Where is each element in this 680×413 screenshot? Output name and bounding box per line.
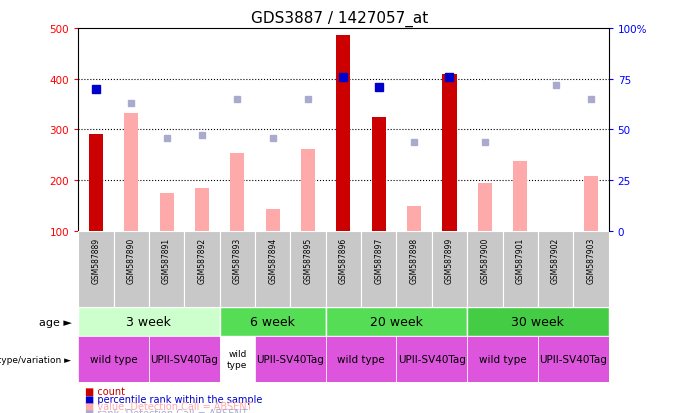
- Bar: [443, 74, 456, 231]
- Bar: [326, 337, 396, 382]
- Bar: [584, 177, 598, 231]
- Bar: [184, 231, 220, 308]
- Text: GSM587891: GSM587891: [162, 237, 171, 283]
- Text: GSM587899: GSM587899: [445, 237, 454, 284]
- Text: GSM587902: GSM587902: [551, 237, 560, 284]
- Bar: [149, 231, 184, 308]
- Bar: [538, 337, 609, 382]
- Bar: [478, 183, 492, 231]
- Text: age ►: age ►: [39, 317, 71, 327]
- Bar: [195, 188, 209, 231]
- Text: UPII-SV40Tag: UPII-SV40Tag: [398, 354, 466, 364]
- Bar: [396, 231, 432, 308]
- Bar: [503, 231, 538, 308]
- Bar: [220, 308, 326, 337]
- Text: ■ percentile rank within the sample: ■ percentile rank within the sample: [85, 394, 262, 404]
- Text: GSM587893: GSM587893: [233, 237, 242, 284]
- Bar: [573, 231, 609, 308]
- Text: 3 week: 3 week: [126, 316, 171, 329]
- Bar: [467, 337, 538, 382]
- Text: GSM587901: GSM587901: [515, 237, 525, 284]
- Bar: [467, 308, 609, 337]
- Text: wild type: wild type: [479, 354, 526, 364]
- Bar: [513, 162, 527, 231]
- Bar: [149, 337, 220, 382]
- Bar: [266, 209, 279, 231]
- Bar: [326, 308, 467, 337]
- Bar: [78, 308, 220, 337]
- Text: GDS3887 / 1427057_at: GDS3887 / 1427057_at: [252, 10, 428, 26]
- Text: GSM587890: GSM587890: [126, 237, 136, 284]
- Bar: [361, 231, 396, 308]
- Bar: [255, 337, 326, 382]
- Text: UPII-SV40Tag: UPII-SV40Tag: [256, 354, 324, 364]
- Text: 30 week: 30 week: [511, 316, 564, 329]
- Bar: [372, 117, 386, 231]
- Bar: [124, 114, 138, 231]
- Bar: [407, 207, 421, 231]
- Text: GSM587898: GSM587898: [409, 237, 419, 283]
- Bar: [396, 337, 467, 382]
- Bar: [432, 231, 467, 308]
- Text: ■ rank, Detection Call = ABSENT: ■ rank, Detection Call = ABSENT: [85, 408, 248, 413]
- Bar: [467, 231, 503, 308]
- Text: ■ value, Detection Call = ABSENT: ■ value, Detection Call = ABSENT: [85, 401, 252, 411]
- Text: GSM587892: GSM587892: [197, 237, 207, 283]
- Bar: [160, 194, 173, 231]
- Bar: [290, 231, 326, 308]
- Bar: [231, 154, 244, 231]
- Text: UPII-SV40Tag: UPII-SV40Tag: [539, 354, 607, 364]
- Bar: [337, 36, 350, 231]
- Bar: [255, 231, 290, 308]
- Bar: [538, 231, 573, 308]
- Bar: [220, 337, 255, 382]
- Text: wild type: wild type: [90, 354, 137, 364]
- Text: 6 week: 6 week: [250, 316, 295, 329]
- Text: wild type: wild type: [337, 354, 385, 364]
- Text: GSM587897: GSM587897: [374, 237, 384, 284]
- Text: GSM587895: GSM587895: [303, 237, 313, 284]
- Text: GSM587894: GSM587894: [268, 237, 277, 284]
- Bar: [89, 135, 103, 231]
- Bar: [114, 231, 149, 308]
- Text: GSM587896: GSM587896: [339, 237, 348, 284]
- Bar: [78, 337, 149, 382]
- Text: GSM587900: GSM587900: [480, 237, 490, 284]
- Text: genotype/variation ►: genotype/variation ►: [0, 355, 71, 364]
- Text: ■ count: ■ count: [85, 386, 125, 396]
- Bar: [301, 150, 315, 231]
- Text: wild
type: wild type: [227, 350, 248, 369]
- Text: UPII-SV40Tag: UPII-SV40Tag: [150, 354, 218, 364]
- Bar: [326, 231, 361, 308]
- Text: GSM587903: GSM587903: [586, 237, 596, 284]
- Text: 20 week: 20 week: [370, 316, 423, 329]
- Bar: [220, 231, 255, 308]
- Text: GSM587889: GSM587889: [91, 237, 101, 283]
- Bar: [78, 231, 114, 308]
